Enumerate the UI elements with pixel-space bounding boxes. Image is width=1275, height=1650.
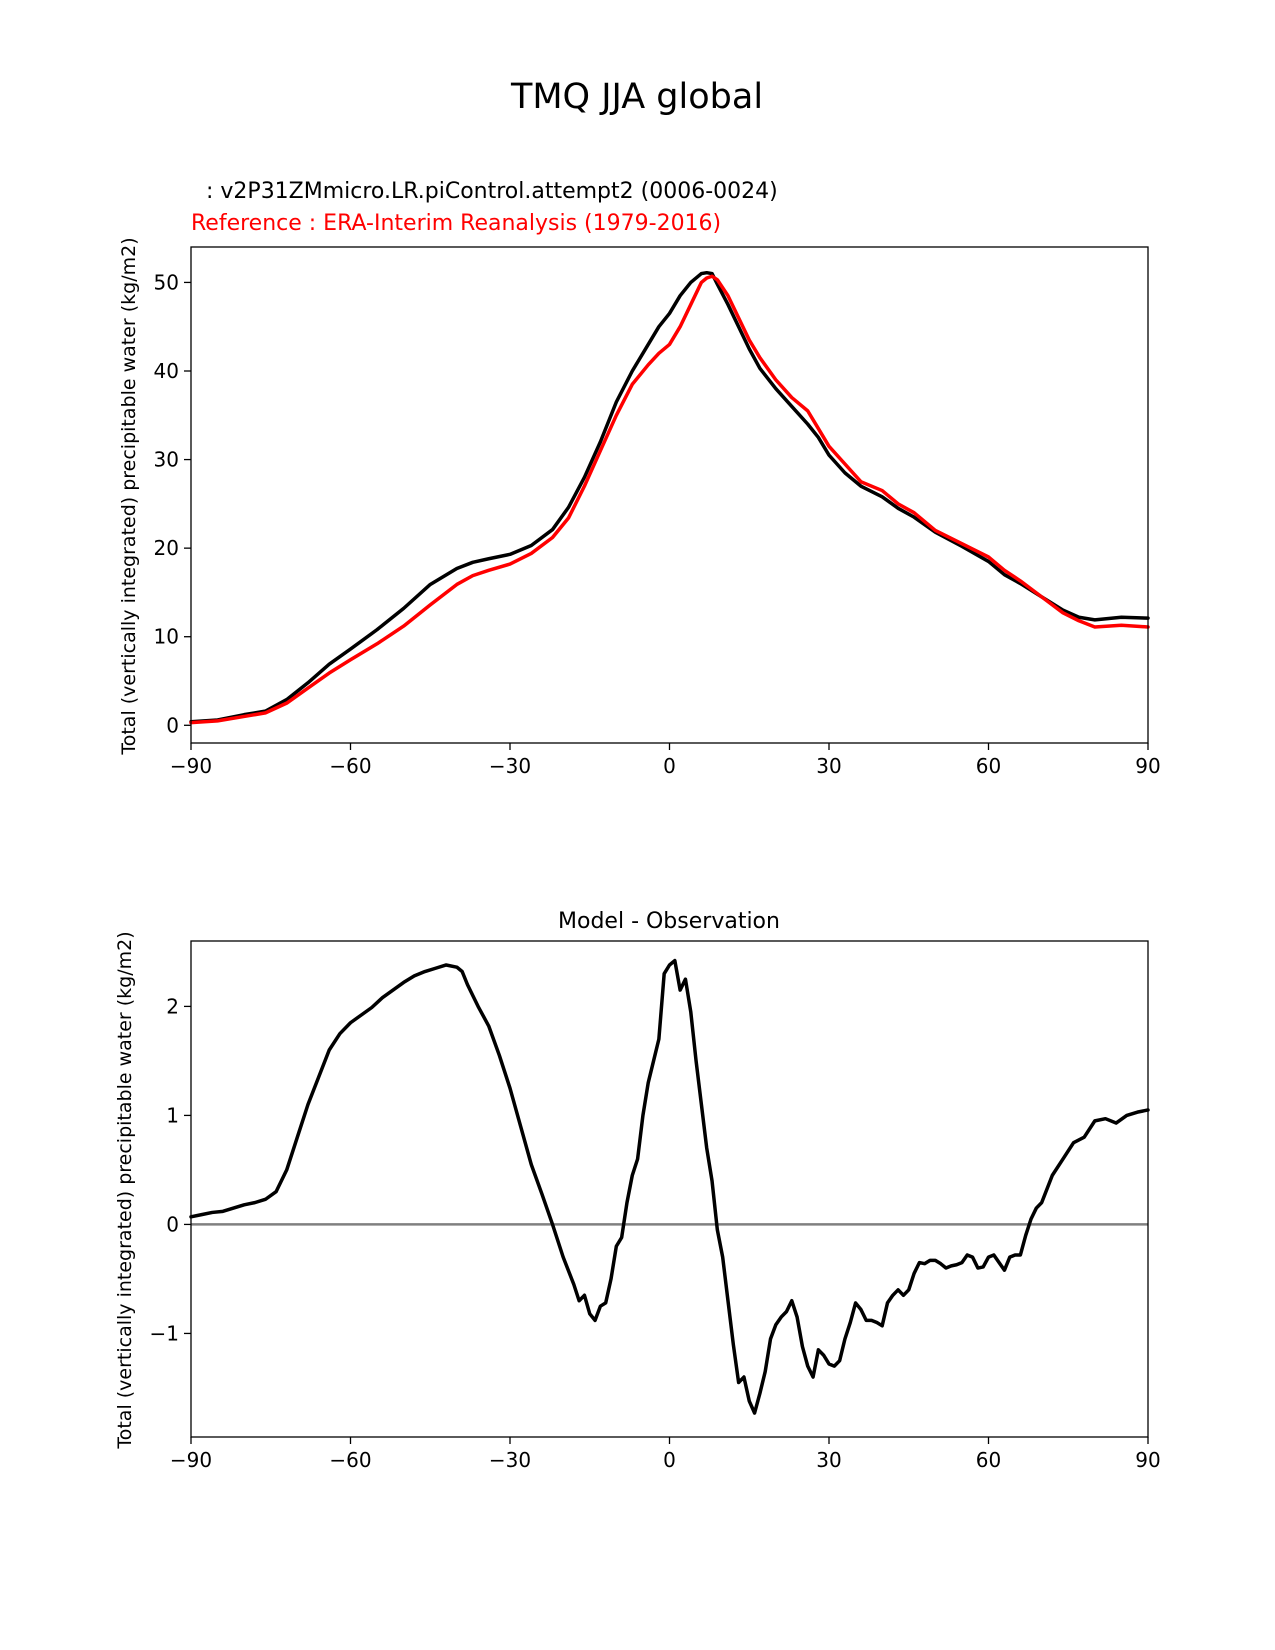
- top-xtick-label: 0: [663, 754, 676, 778]
- top-panel: : v2P31ZMmicro.LR.piControl.attempt2 (00…: [118, 179, 1161, 778]
- top-xtick-label: −90: [170, 754, 212, 778]
- figure-title: TMQ JJA global: [510, 77, 763, 117]
- bottom-ytick-label: −1: [150, 1321, 179, 1345]
- top-ytick-label: 0: [166, 713, 179, 737]
- bottom-xtick-label: 90: [1135, 1448, 1160, 1472]
- bottom-xtick-label: 60: [976, 1448, 1001, 1472]
- bottom-ylabel: Total (vertically integrated) precipitab…: [114, 931, 136, 1449]
- bottom-plot-area: −90 −60 −30 0 30 60 90 −1 0 1 2: [150, 940, 1161, 1472]
- bottom-xtick-label: 30: [816, 1448, 841, 1472]
- bottom-title: Model - Observation: [558, 909, 780, 934]
- bottom-ytick-label: 0: [166, 1212, 179, 1236]
- top-xtick-label: −60: [329, 754, 371, 778]
- top-ytick-label: 20: [154, 536, 179, 560]
- top-xtick-label: −30: [489, 754, 531, 778]
- bottom-xtick-label: 0: [663, 1448, 676, 1472]
- bottom-ytick-label: 2: [166, 994, 179, 1018]
- top-ytick-label: 40: [154, 359, 179, 383]
- top-plot-area: −90 −60 −30 0 30 60 90 0 10 20 30 40 50: [154, 246, 1161, 778]
- top-xtick-label: 30: [816, 754, 841, 778]
- test-label: : v2P31ZMmicro.LR.piControl.attempt2 (00…: [206, 179, 778, 204]
- top-xtick-label: 90: [1135, 754, 1160, 778]
- bottom-xtick-label: −30: [489, 1448, 531, 1472]
- bottom-panel: Model - Observation Total (vertically in…: [114, 909, 1161, 1472]
- reference-label: Reference : ERA-Interim Reanalysis (1979…: [191, 211, 721, 236]
- top-ylabel: Total (vertically integrated) precipitab…: [118, 237, 140, 755]
- top-series-reference-line: [189, 274, 1150, 725]
- top-ytick-label: 50: [154, 270, 179, 294]
- top-xtick-label: 60: [976, 754, 1001, 778]
- bottom-ytick-label: 1: [166, 1103, 179, 1127]
- top-ytick-label: 30: [154, 448, 179, 472]
- top-ytick-label: 10: [154, 625, 179, 649]
- bottom-axes-frame: [190, 940, 1149, 1438]
- bottom-series-difference-line: [189, 958, 1150, 1415]
- bottom-xtick-label: −90: [170, 1448, 212, 1472]
- bottom-xtick-label: −60: [329, 1448, 371, 1472]
- top-series-test-line: [189, 270, 1150, 724]
